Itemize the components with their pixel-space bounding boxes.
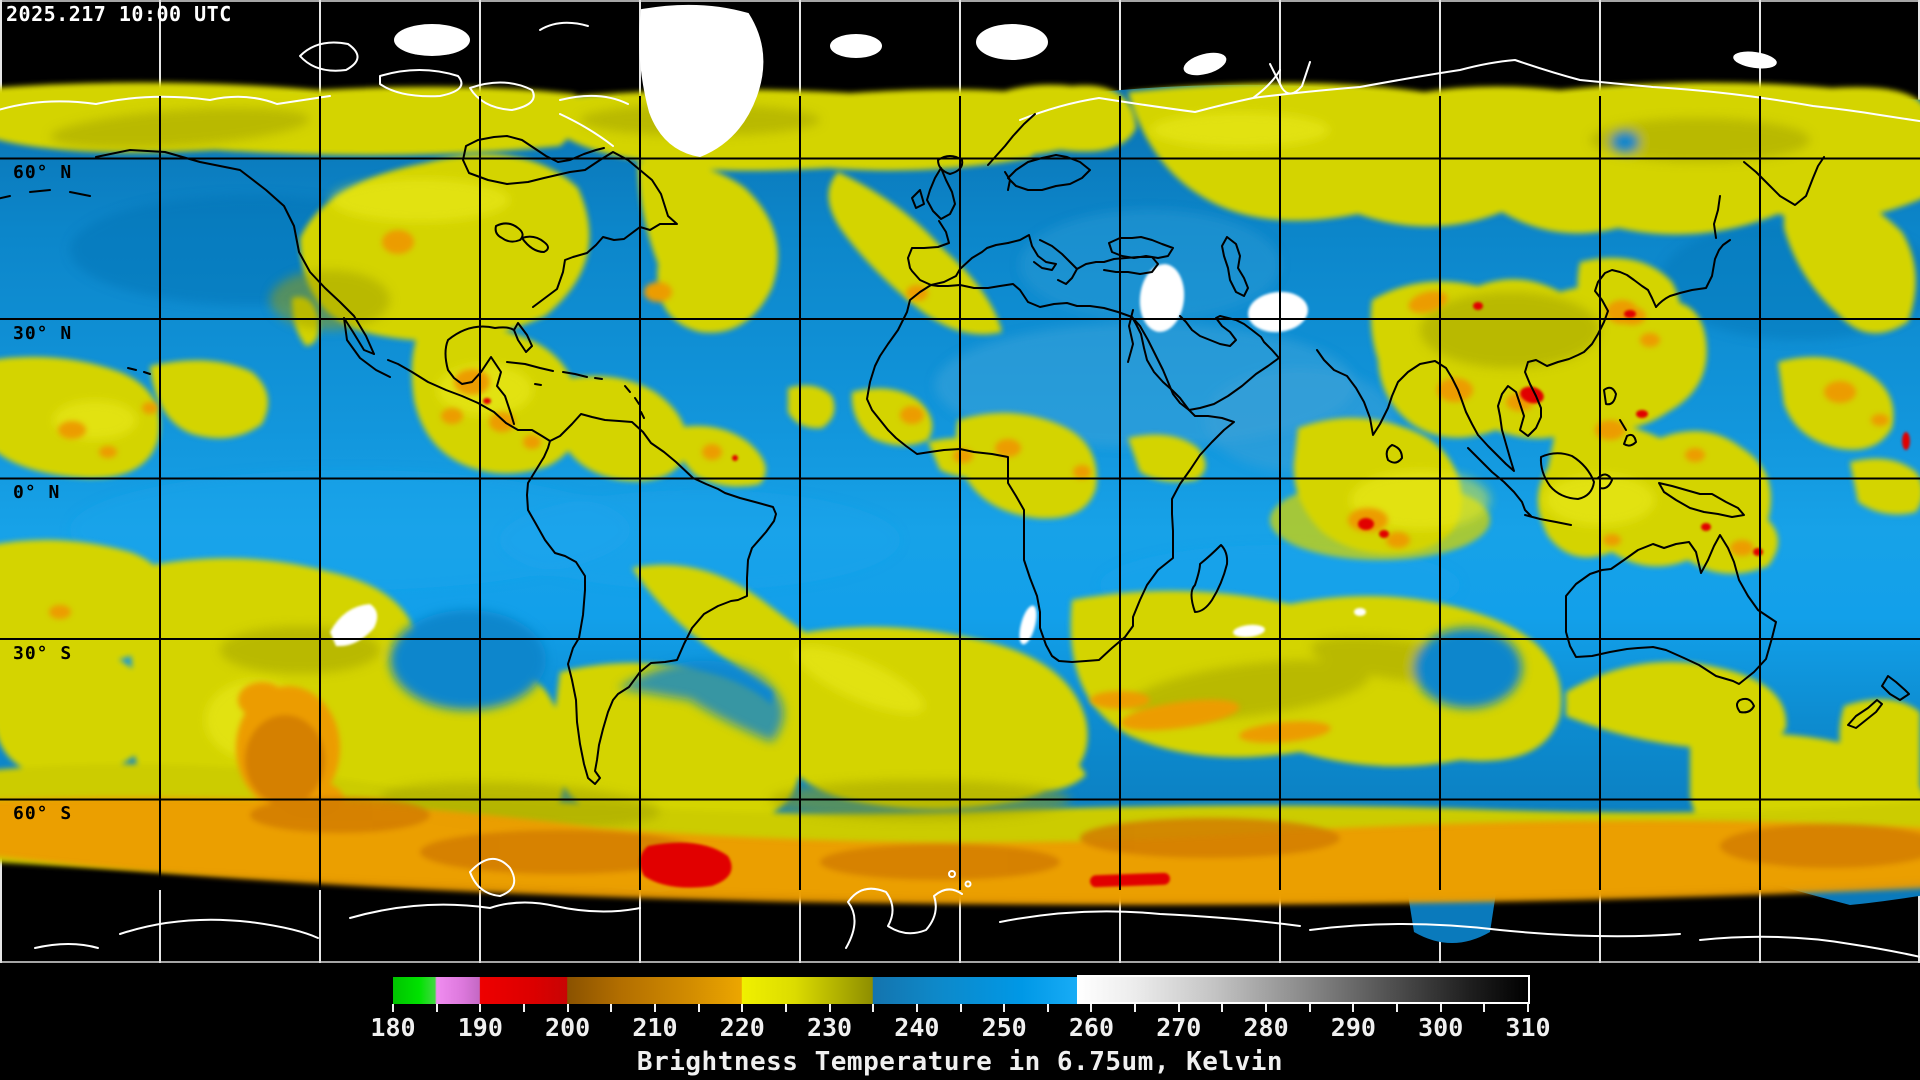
colorbar-tick-label: 200 bbox=[545, 1013, 591, 1042]
colorbar-tick-label: 270 bbox=[1156, 1013, 1202, 1042]
map-canvas bbox=[0, 0, 1920, 963]
colorbar-tick bbox=[1527, 1004, 1529, 1012]
colorbar-tick bbox=[741, 1004, 744, 1012]
colorbar-tick bbox=[872, 1004, 875, 1012]
colorbar-tick-label: 210 bbox=[632, 1013, 678, 1042]
cloud-red bbox=[483, 302, 1910, 888]
colorbar-tick bbox=[610, 1004, 613, 1012]
latitude-label: 30° N bbox=[13, 323, 73, 344]
colorbar-tick bbox=[1003, 1004, 1006, 1012]
colorbar-tick bbox=[435, 1004, 438, 1012]
antarctic-coastline bbox=[34, 858, 1920, 958]
colorbar-tick bbox=[784, 1004, 787, 1012]
colorbar-tick-label: 190 bbox=[457, 1013, 503, 1042]
colorbar-tick bbox=[828, 1004, 831, 1012]
cloud-white-patches bbox=[330, 264, 1366, 647]
colorbar-caption: Brightness Temperature in 6.75um, Kelvin bbox=[636, 1047, 1284, 1077]
colorbar-tick bbox=[566, 1004, 569, 1012]
arctic-ice-and-coast bbox=[0, 4, 1920, 158]
colorbar-tick bbox=[1352, 1004, 1355, 1012]
colorbar-grayscale-outline bbox=[1077, 975, 1530, 1004]
colorbar-tick bbox=[479, 1004, 482, 1012]
colorbar-tick-label: 280 bbox=[1243, 1013, 1289, 1042]
latitude-label: 30° S bbox=[13, 643, 73, 664]
colorbar-tick bbox=[522, 1004, 525, 1012]
colorbar-tick bbox=[1134, 1004, 1137, 1012]
colorbar-tick-label: 220 bbox=[719, 1013, 765, 1042]
colorbar-tick bbox=[392, 1004, 394, 1012]
colorbar-tick-label: 240 bbox=[894, 1013, 940, 1042]
latitude-label: 60° N bbox=[13, 162, 73, 183]
colorbar-tick-label: 230 bbox=[806, 1013, 853, 1042]
latitude-label: 60° S bbox=[13, 803, 73, 824]
colorbar-tick bbox=[959, 1004, 962, 1012]
colorbar-tick-label: 310 bbox=[1505, 1013, 1551, 1042]
timestamp: 2025.217 10:00 UTC bbox=[6, 2, 232, 26]
colorbar-tick bbox=[1308, 1004, 1311, 1012]
colorbar-legend: 180 190 200 210 220 230 240 250 260 270 280 290 300 3… bbox=[0, 963, 1920, 1080]
colorbar-tick-label: 180 bbox=[370, 1013, 416, 1042]
coastlines bbox=[0, 113, 1910, 785]
colorbar-tick bbox=[1483, 1004, 1486, 1012]
colorbar-tick bbox=[697, 1004, 700, 1012]
colorbar-tick bbox=[1439, 1004, 1442, 1012]
colorbar-tick bbox=[1396, 1004, 1399, 1012]
colorbar-tick-label: 290 bbox=[1330, 1013, 1376, 1042]
colorbar-tick bbox=[1090, 1004, 1093, 1012]
satellite-map bbox=[0, 0, 1920, 963]
colorbar-tick bbox=[1221, 1004, 1224, 1012]
colorbar bbox=[393, 977, 1528, 1004]
colorbar-tick bbox=[1265, 1004, 1268, 1012]
colorbar-tick bbox=[653, 1004, 656, 1012]
colorbar-gradient bbox=[393, 977, 1528, 1004]
colorbar-tick bbox=[915, 1004, 918, 1012]
colorbar-tick bbox=[1177, 1004, 1180, 1012]
colorbar-tick bbox=[1046, 1004, 1049, 1012]
latitude-label: 0° N bbox=[13, 482, 61, 503]
colorbar-tick-label: 250 bbox=[981, 1013, 1027, 1042]
graticule-data bbox=[0, 96, 1920, 890]
colorbar-tick-label: 300 bbox=[1418, 1013, 1464, 1042]
colorbar-tick-label: 260 bbox=[1068, 1013, 1115, 1042]
